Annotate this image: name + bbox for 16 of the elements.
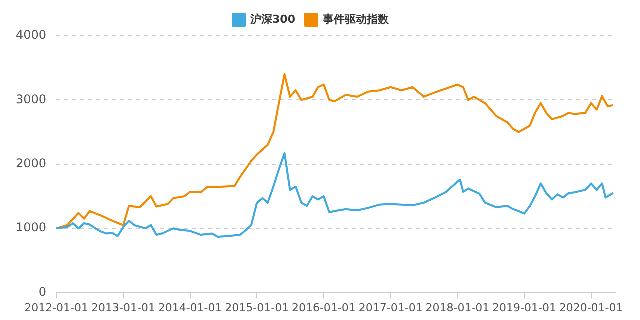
legend-label: 沪深300 (250, 12, 296, 26)
x-tick-label: 2019-01-01 (492, 301, 556, 314)
legend-label: 事件驱动指数 (322, 12, 390, 26)
y-tick-label: 1000 (16, 220, 47, 235)
y-tick-label: 0 (38, 284, 47, 299)
x-tick-label: 2014-01-01 (158, 301, 222, 314)
x-tick-label: 2013-01-01 (92, 301, 156, 314)
y-tick-label: 4000 (16, 28, 47, 42)
x-tick-label: 2020-01-01 (559, 301, 624, 314)
x-tick-label: 2018-01-01 (426, 301, 490, 314)
x-tick-label: 2015-01-01 (225, 301, 290, 314)
x-tick-label: 2017-01-01 (358, 301, 423, 314)
x-tick-label: 2016-01-01 (292, 301, 356, 314)
x-tick-label: 2012-01-01 (24, 301, 89, 314)
y-tick-label: 3000 (16, 92, 47, 106)
y-tick-label: 2000 (16, 156, 47, 171)
